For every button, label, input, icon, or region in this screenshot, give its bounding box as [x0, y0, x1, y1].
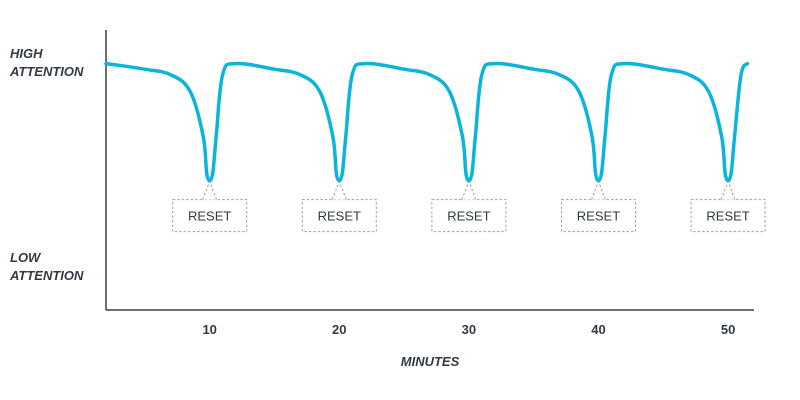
y-label-low-line2: ATTENTION	[9, 268, 84, 283]
x-tick-labels: 10 20 30 40 50	[202, 322, 735, 337]
reset-box	[560, 199, 636, 233]
reset-label: RESET	[188, 209, 231, 224]
reset-label: RESET	[577, 209, 620, 224]
reset-pointer	[720, 180, 736, 200]
y-label-high-line1: HIGH	[10, 46, 43, 61]
reset-label: RESET	[318, 209, 361, 224]
reset-annotation: RESET	[301, 180, 377, 233]
y-label-low-line1: LOW	[10, 250, 42, 265]
x-tick-label: 30	[462, 322, 476, 337]
reset-pointer	[331, 180, 347, 200]
x-axis-title: MINUTES	[401, 354, 460, 369]
reset-label: RESET	[447, 209, 490, 224]
reset-annotation: RESET	[690, 180, 766, 233]
reset-annotations: RESET RESET RESET RESET RESET	[172, 180, 766, 233]
x-tick-label: 10	[202, 322, 216, 337]
reset-annotation: RESET	[431, 180, 507, 233]
x-tick-label: 50	[721, 322, 735, 337]
reset-pointer	[202, 180, 218, 200]
attention-line	[104, 61, 750, 183]
x-tick-label: 20	[332, 322, 346, 337]
reset-pointer	[461, 180, 477, 200]
reset-annotation: RESET	[560, 180, 636, 233]
reset-box	[172, 199, 248, 233]
reset-annotation: RESET	[172, 180, 248, 233]
reset-label: RESET	[706, 209, 749, 224]
y-label-high-line2: ATTENTION	[9, 64, 84, 79]
x-tick-label: 40	[591, 322, 605, 337]
reset-pointer	[591, 180, 606, 200]
